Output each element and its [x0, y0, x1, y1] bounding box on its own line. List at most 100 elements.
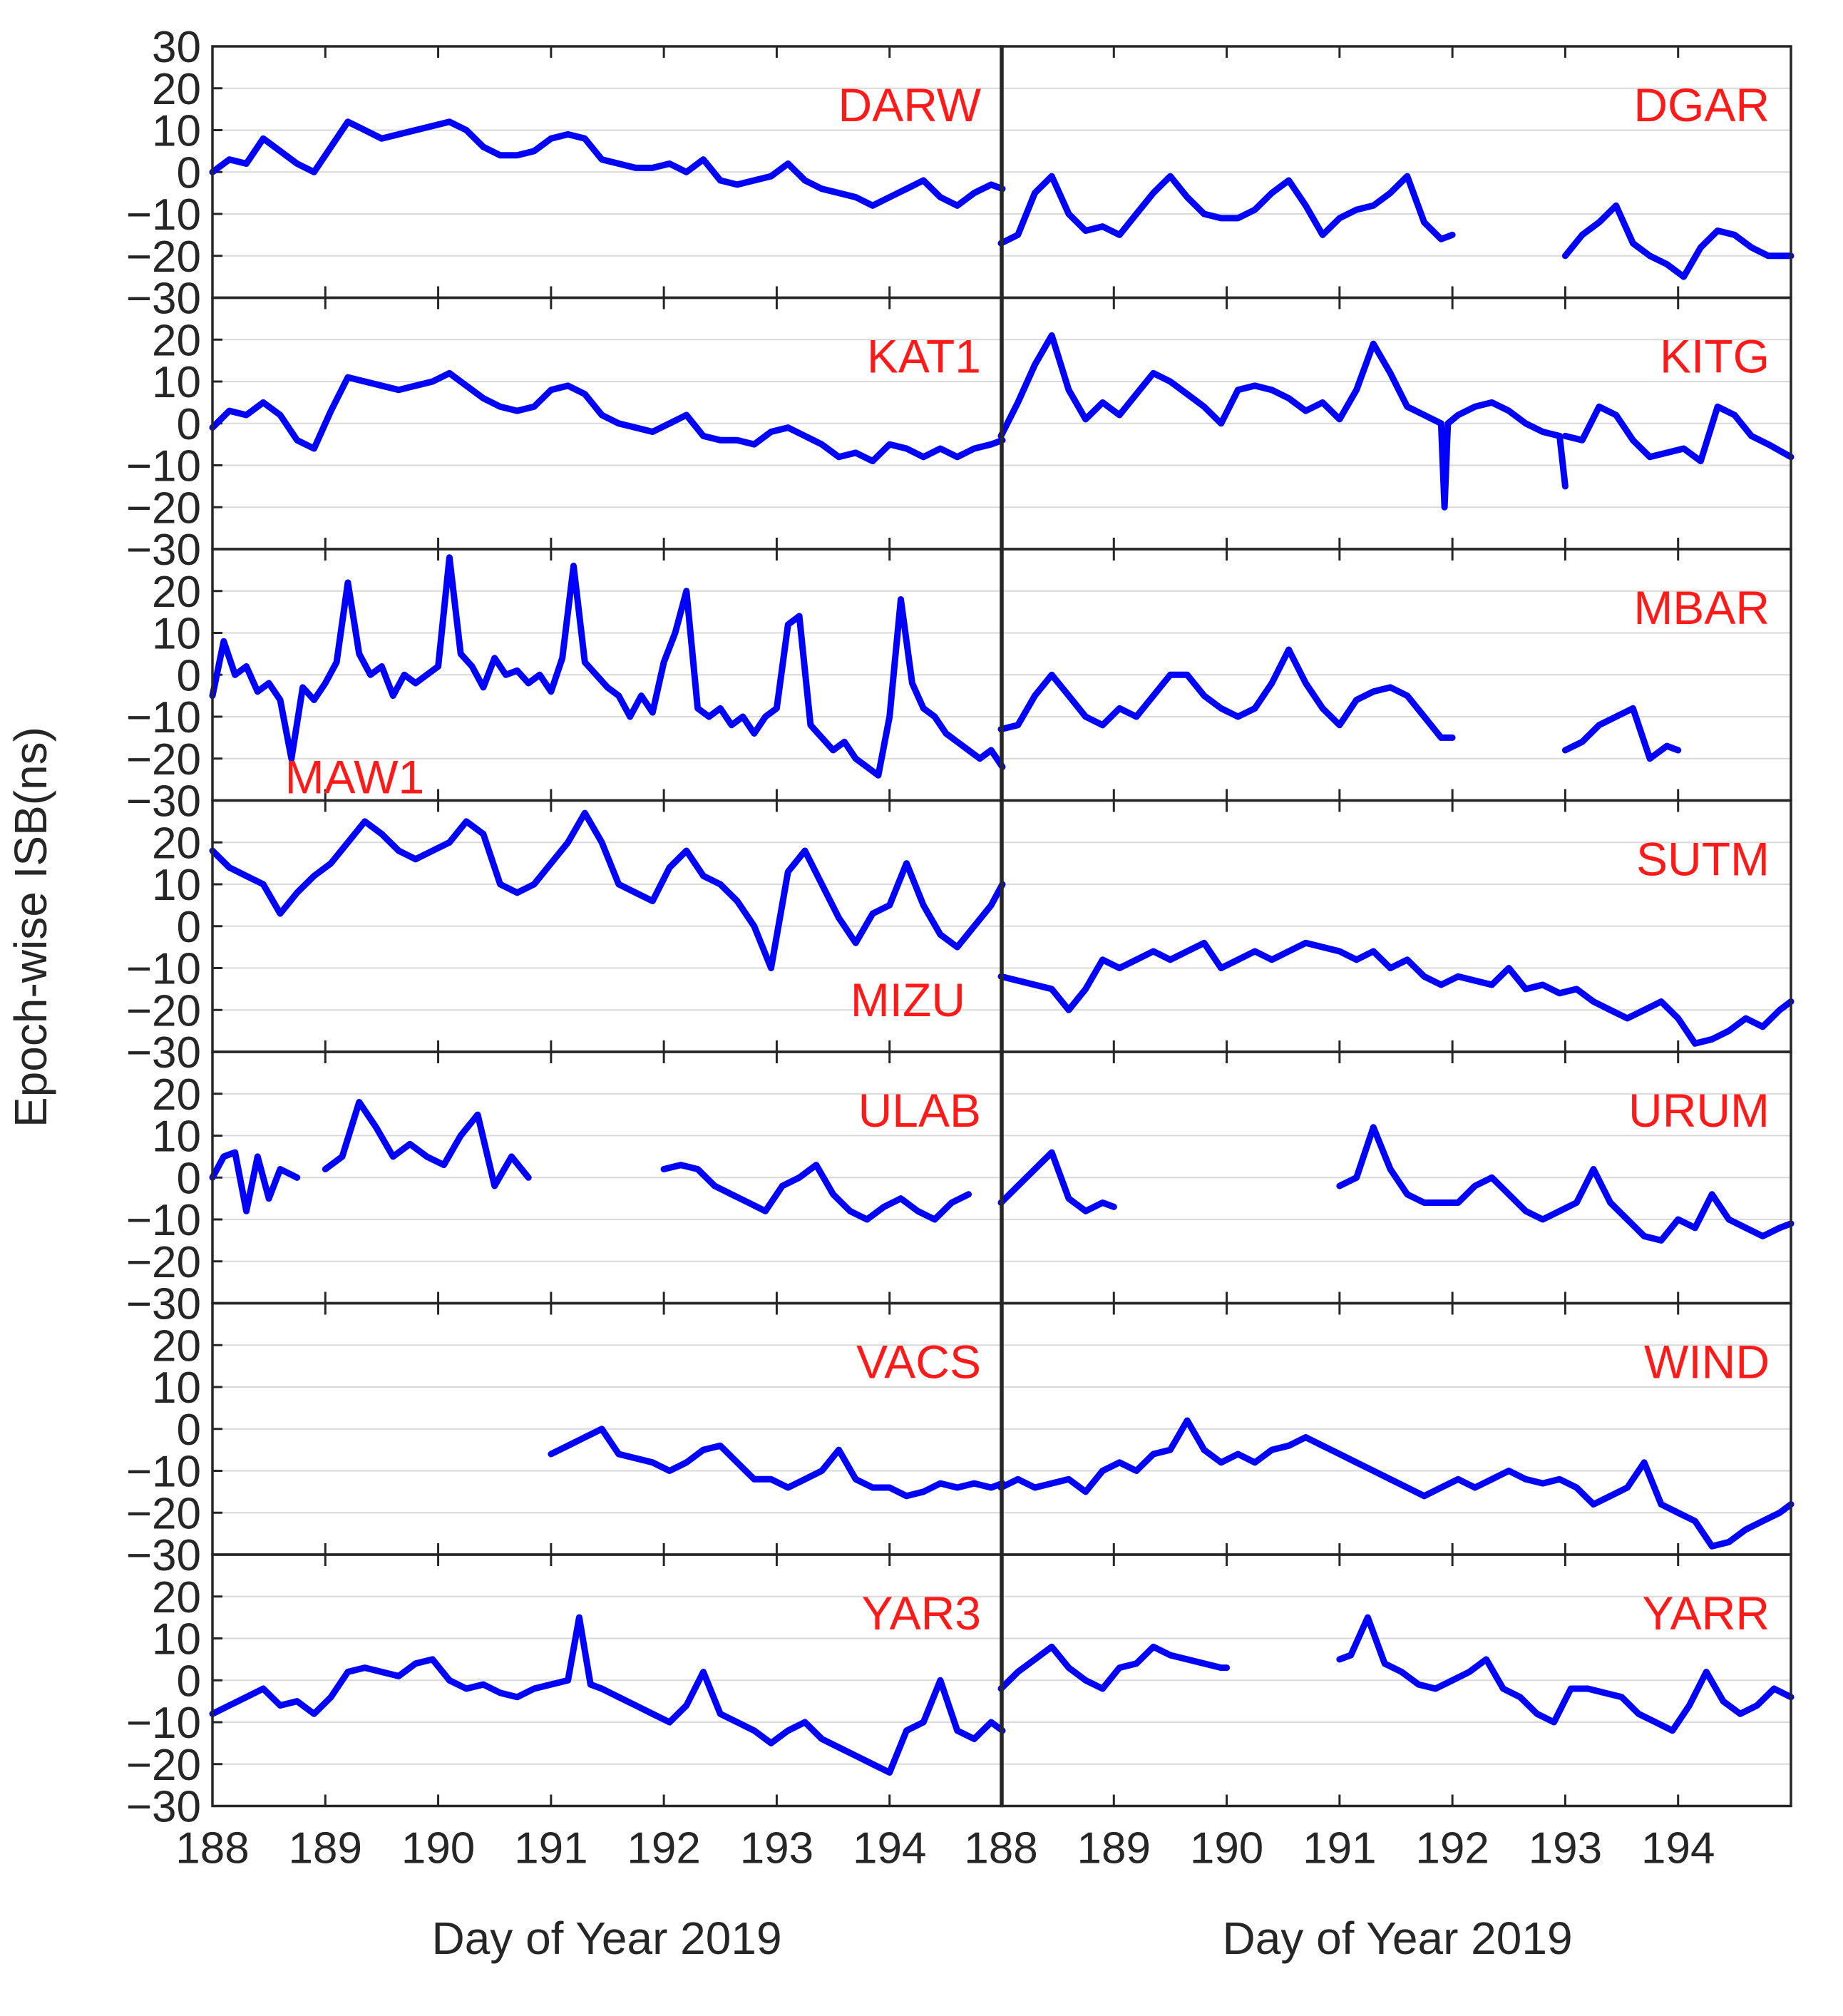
- isb-series-line: [997, 939, 1795, 1047]
- y-tick-label: 0: [177, 903, 201, 952]
- x-tick-label: 188: [175, 1824, 249, 1873]
- series-vacs: VACS: [548, 1336, 1006, 1500]
- series-ulab: ULAB: [209, 1084, 981, 1223]
- y-tick-label: −10: [126, 190, 201, 240]
- x-tick-label: 189: [1077, 1824, 1151, 1873]
- panel-r1-c1: [1000, 297, 1791, 549]
- isb-series-line: [209, 369, 1006, 465]
- isb-series-line: [1561, 705, 1682, 762]
- series-wind: WIND: [997, 1336, 1795, 1550]
- x-axis-label-right: Day of Year 2019: [1222, 1913, 1572, 1964]
- y-tick-label: 20: [152, 1070, 201, 1120]
- isb-series-line: [209, 809, 1006, 971]
- y-tick-label: −10: [126, 945, 201, 994]
- y-tick-label: −20: [126, 1741, 201, 1790]
- panel-frame: [1000, 1553, 1792, 1808]
- y-tick-label: 30: [152, 23, 201, 72]
- x-tick-label: 190: [401, 1824, 475, 1873]
- x-tick-label: 192: [627, 1824, 700, 1873]
- series-urum: URUM: [997, 1084, 1795, 1244]
- x-tick-label: 190: [1190, 1824, 1263, 1873]
- y-tick-label: −10: [126, 1448, 201, 1497]
- y-tick-label: −20: [126, 1238, 201, 1287]
- x-tick-label: 193: [740, 1824, 813, 1873]
- x-axis-label-left: Day of Year 2019: [431, 1913, 781, 1964]
- y-tick-label: 0: [177, 1657, 201, 1706]
- isb-series-line: [1561, 202, 1795, 280]
- y-tick-label: −30: [126, 1280, 201, 1329]
- station-label: ULAB: [858, 1084, 981, 1137]
- y-tick-label: 10: [152, 1615, 201, 1664]
- isb-series-line: [997, 646, 1456, 741]
- y-tick-label: 0: [177, 1154, 201, 1203]
- y-tick-label: −10: [126, 693, 201, 742]
- y-tick-label: 10: [152, 1363, 201, 1413]
- station-label: SUTM: [1636, 833, 1770, 886]
- y-tick-label: −30: [126, 777, 201, 827]
- series-maw1: MAW1: [209, 554, 1006, 804]
- series-kitg: KITG: [997, 330, 1795, 511]
- x-tick-label: 188: [964, 1824, 1037, 1873]
- isb-series-line: [209, 1149, 301, 1214]
- x-tick-label: 189: [289, 1824, 362, 1873]
- series-darw: DARW: [209, 78, 1006, 209]
- y-tick-label: −30: [126, 1028, 201, 1078]
- panel-frame: [211, 1553, 1004, 1808]
- station-label: KITG: [1660, 330, 1770, 383]
- y-tick-label: −10: [126, 1699, 201, 1748]
- y-tick-label: 10: [152, 358, 201, 407]
- isb-series-line: [997, 1643, 1231, 1692]
- y-tick-label: −20: [126, 232, 201, 282]
- station-label: DARW: [838, 78, 982, 131]
- y-tick-label: −20: [126, 986, 201, 1035]
- isb-series-line: [997, 173, 1456, 247]
- isb-series-line: [209, 1614, 1006, 1776]
- y-tick-label: 10: [152, 610, 201, 659]
- station-label: YARR: [1643, 1587, 1770, 1639]
- station-label: VACS: [856, 1336, 981, 1388]
- panel-grid: 3020100−10−20−3020100−10−20−3020100−10−2…: [126, 23, 1795, 1873]
- series-sutm: SUTM: [997, 833, 1795, 1047]
- y-tick-label: 10: [152, 1112, 201, 1162]
- y-tick-label: −30: [126, 275, 201, 324]
- y-tick-label: 20: [152, 819, 201, 868]
- y-tick-label: −30: [126, 1783, 201, 1832]
- station-label: YAR3: [861, 1587, 981, 1639]
- y-tick-label: −30: [126, 526, 201, 575]
- y-tick-label: −20: [126, 1489, 201, 1538]
- station-label: MAW1: [285, 751, 425, 804]
- station-label: URUM: [1628, 1084, 1770, 1137]
- isb-series-line: [1336, 1614, 1795, 1734]
- y-tick-label: 0: [177, 148, 201, 198]
- x-tick-label: 194: [853, 1824, 926, 1873]
- isb-series-line: [548, 1426, 1006, 1500]
- station-label: DGAR: [1633, 78, 1770, 131]
- station-label: MIZU: [851, 973, 965, 1026]
- panel-r3-c1: [1000, 800, 1791, 1052]
- station-label: WIND: [1644, 1336, 1770, 1388]
- x-tick-label: 193: [1529, 1824, 1602, 1873]
- y-tick-label: 20: [152, 1321, 201, 1371]
- isb-series-line: [1561, 403, 1795, 465]
- isb-series-line: [997, 1417, 1795, 1550]
- isb-series-line: [997, 332, 1569, 511]
- y-tick-label: 20: [152, 65, 201, 114]
- x-tick-label: 191: [1303, 1824, 1376, 1873]
- isb-series-line: [209, 118, 1006, 209]
- x-tick-label: 191: [514, 1824, 587, 1873]
- series-mbar: MBAR: [997, 581, 1770, 762]
- panel-frames: 188 189 190 191 192 193 194 188 189 190 191 192 193 1…: [175, 45, 1792, 1873]
- isb-series-line: [322, 1099, 532, 1189]
- isb-series-line: [997, 1149, 1117, 1214]
- isb-series-line: [209, 554, 1006, 779]
- y-tick-label: 20: [152, 1573, 201, 1622]
- isb-series-line: [660, 1162, 972, 1223]
- y-tick-label: 0: [177, 651, 201, 700]
- y-tick-label: 20: [152, 316, 201, 365]
